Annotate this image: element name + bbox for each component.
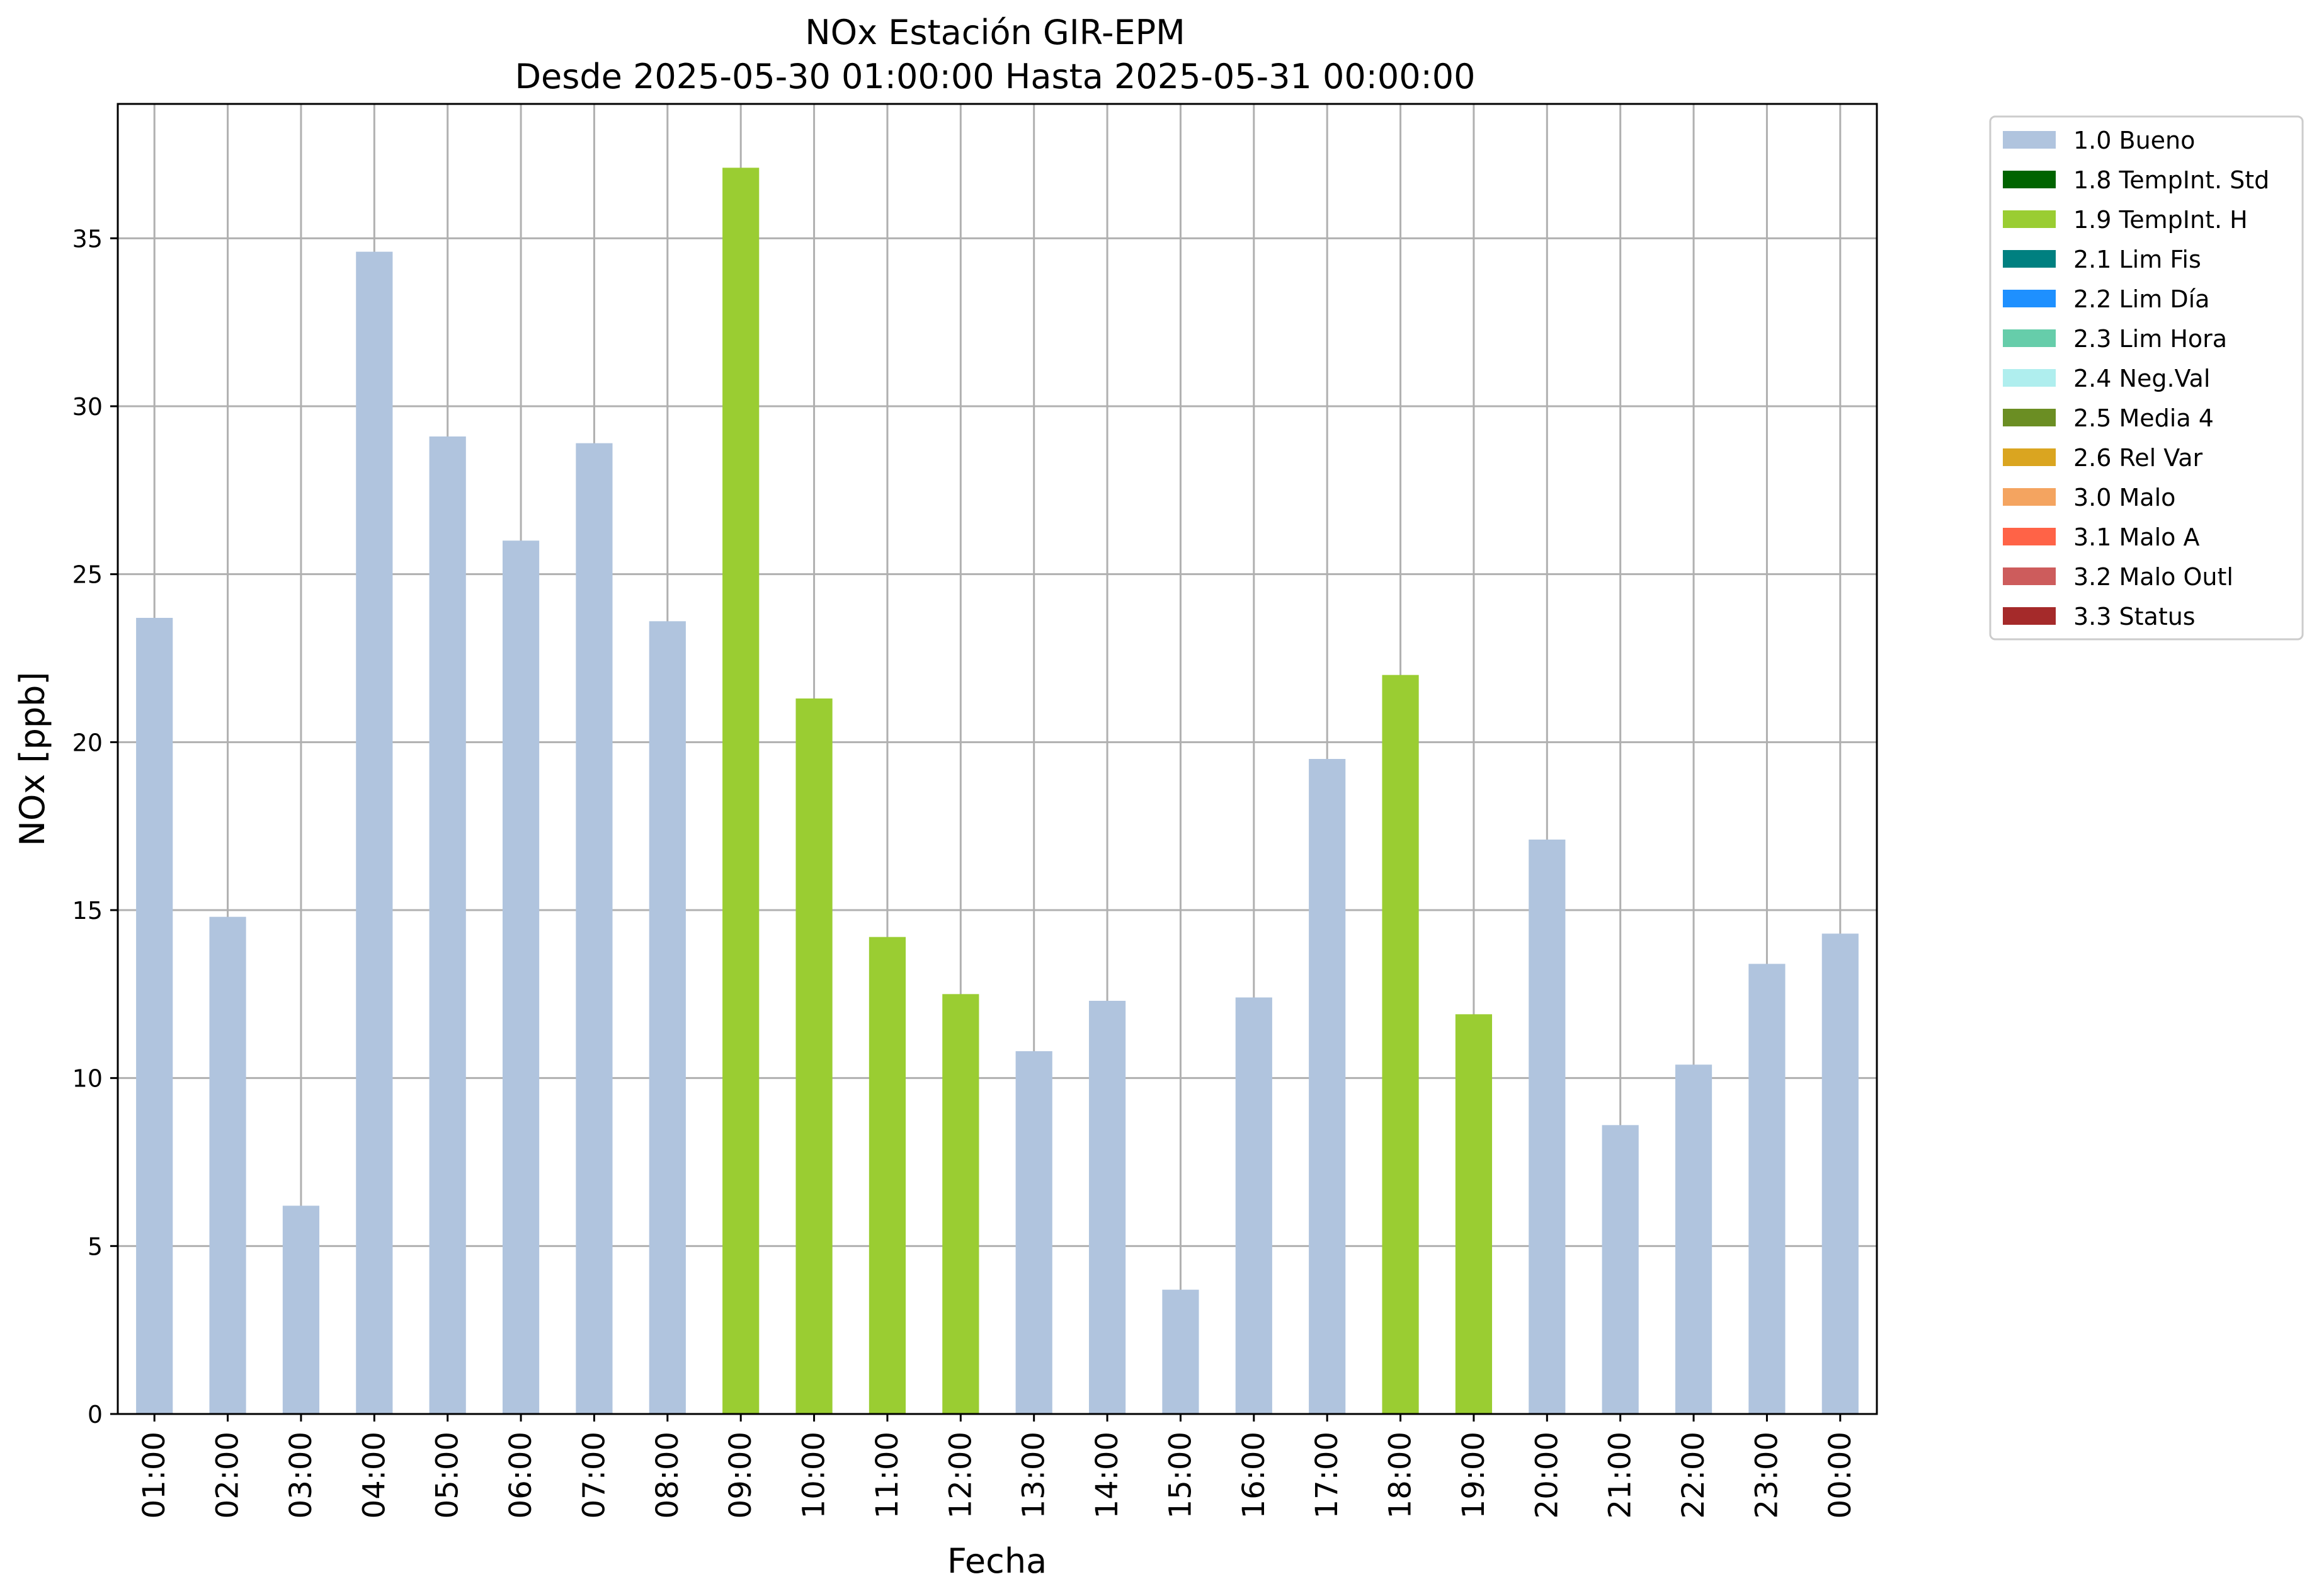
- legend-entry-label: 2.5 Media 4: [2073, 404, 2214, 432]
- x-tick-label: 02:00: [210, 1432, 246, 1519]
- bar: [1235, 997, 1272, 1414]
- legend-swatch: [2003, 528, 2056, 545]
- bar: [1162, 1289, 1199, 1414]
- bars: [136, 168, 1859, 1415]
- y-axis: 0 5 10 15 20 25 30 35: [72, 225, 118, 1428]
- legend-swatch: [2003, 250, 2056, 268]
- legend-box: [1989, 115, 2304, 641]
- bar: [356, 251, 393, 1415]
- legend-swatch: [2003, 369, 2056, 387]
- chart-subtitle: Desde 2025-05-30 01:00:00 Hasta 2025-05-…: [515, 57, 1475, 96]
- x-tick-label: 11:00: [870, 1432, 905, 1519]
- y-tick-label: 30: [72, 393, 103, 421]
- y-axis-label: NOx [ppb]: [13, 672, 52, 846]
- legend-entry-label: 3.3 Status: [2073, 603, 2196, 630]
- chart-title: NOx Estación GIR-EPM: [805, 13, 1185, 52]
- bar: [1382, 675, 1419, 1414]
- x-tick-label: 23:00: [1749, 1432, 1784, 1519]
- legend-swatch: [2003, 171, 2056, 188]
- x-tick-label: 00:00: [1823, 1432, 1858, 1519]
- bar: [1821, 933, 1859, 1414]
- y-tick-label: 25: [72, 561, 103, 589]
- bar: [576, 443, 613, 1414]
- bar: [942, 994, 979, 1414]
- x-tick-label: 20:00: [1529, 1432, 1564, 1519]
- legend-swatch: [2003, 329, 2056, 347]
- x-tick-label: 08:00: [650, 1432, 685, 1519]
- bar: [722, 168, 760, 1414]
- y-tick-label: 10: [72, 1065, 103, 1093]
- bar: [1088, 1001, 1126, 1414]
- x-tick-label: 01:00: [137, 1432, 172, 1519]
- x-tick-label: 12:00: [943, 1432, 978, 1519]
- bar: [1455, 1014, 1493, 1414]
- legend-entry-label: 2.2 Lim Día: [2073, 285, 2209, 313]
- x-tick-label: 17:00: [1309, 1432, 1345, 1519]
- y-tick-label: 35: [72, 225, 103, 253]
- legend-entry-label: 3.0 Malo: [2073, 484, 2175, 511]
- bar: [1309, 759, 1346, 1414]
- plot-frame: [117, 103, 1878, 1415]
- bar: [869, 937, 906, 1414]
- y-tick-label: 5: [88, 1233, 103, 1260]
- bar: [649, 621, 686, 1415]
- legend-entry-label: 1.8 TempInt. Std: [2073, 166, 2269, 194]
- y-tick-label: 15: [72, 897, 103, 925]
- legend: 1.0 Bueno 1.8 TempInt. Std 1.9 TempInt. H 2…: [1989, 115, 2304, 641]
- bar: [1015, 1051, 1052, 1414]
- bar: [1529, 840, 1566, 1414]
- x-tick-label: 07:00: [576, 1432, 612, 1519]
- legend-entry-label: 3.1 Malo A: [2073, 523, 2199, 551]
- bar: [1748, 964, 1786, 1414]
- x-tick-label: 13:00: [1017, 1432, 1052, 1519]
- bar: [136, 618, 173, 1414]
- bar: [795, 698, 833, 1414]
- x-tick-label: 18:00: [1383, 1432, 1418, 1519]
- bar: [502, 540, 540, 1415]
- x-tick-label: 06:00: [503, 1432, 538, 1519]
- legend-swatch: [2003, 567, 2056, 585]
- x-axis: 01:00 02:00 03:00 04:00 05:00 06:00 07:00 08:00…: [137, 1414, 1858, 1519]
- x-tick-label: 03:00: [283, 1432, 319, 1519]
- legend-swatch: [2003, 409, 2056, 426]
- legend-entry-label: 1.0 Bueno: [2073, 127, 2195, 154]
- bar: [209, 916, 246, 1414]
- y-tick-label: 0: [88, 1401, 103, 1428]
- legend-swatch: [2003, 607, 2056, 625]
- x-tick-label: 04:00: [356, 1432, 392, 1519]
- bar: [429, 436, 466, 1414]
- x-tick-label: 14:00: [1090, 1432, 1125, 1519]
- legend-swatch: [2003, 290, 2056, 307]
- legend-swatch: [2003, 488, 2056, 506]
- legend-entry-label: 3.2 Malo Outl: [2073, 563, 2233, 591]
- y-tick-label: 20: [72, 729, 103, 756]
- x-tick-label: 22:00: [1676, 1432, 1711, 1519]
- legend-swatch: [2003, 448, 2056, 466]
- legend-entry-label: 2.6 Rel Var: [2073, 444, 2203, 472]
- legend-swatch: [2003, 131, 2056, 149]
- x-axis-label: Fecha: [947, 1541, 1047, 1581]
- legend-entry-label: 2.1 Lim Fis: [2073, 246, 2201, 273]
- x-tick-label: 10:00: [797, 1432, 832, 1519]
- bar: [1602, 1125, 1639, 1414]
- x-tick-label: 05:00: [430, 1432, 465, 1519]
- legend-entry-label: 2.3 Lim Hora: [2073, 325, 2227, 353]
- bar: [282, 1206, 320, 1414]
- x-tick-label: 16:00: [1236, 1432, 1272, 1519]
- legend-swatch: [2003, 210, 2056, 228]
- x-tick-label: 21:00: [1603, 1432, 1638, 1519]
- bar: [1675, 1064, 1712, 1414]
- x-tick-label: 09:00: [723, 1432, 758, 1519]
- legend-entry-label: 2.4 Neg.Val: [2073, 365, 2210, 392]
- legend-entry-label: 1.9 TempInt. H: [2073, 206, 2248, 234]
- x-tick-label: 15:00: [1163, 1432, 1198, 1519]
- x-tick-label: 19:00: [1456, 1432, 1491, 1519]
